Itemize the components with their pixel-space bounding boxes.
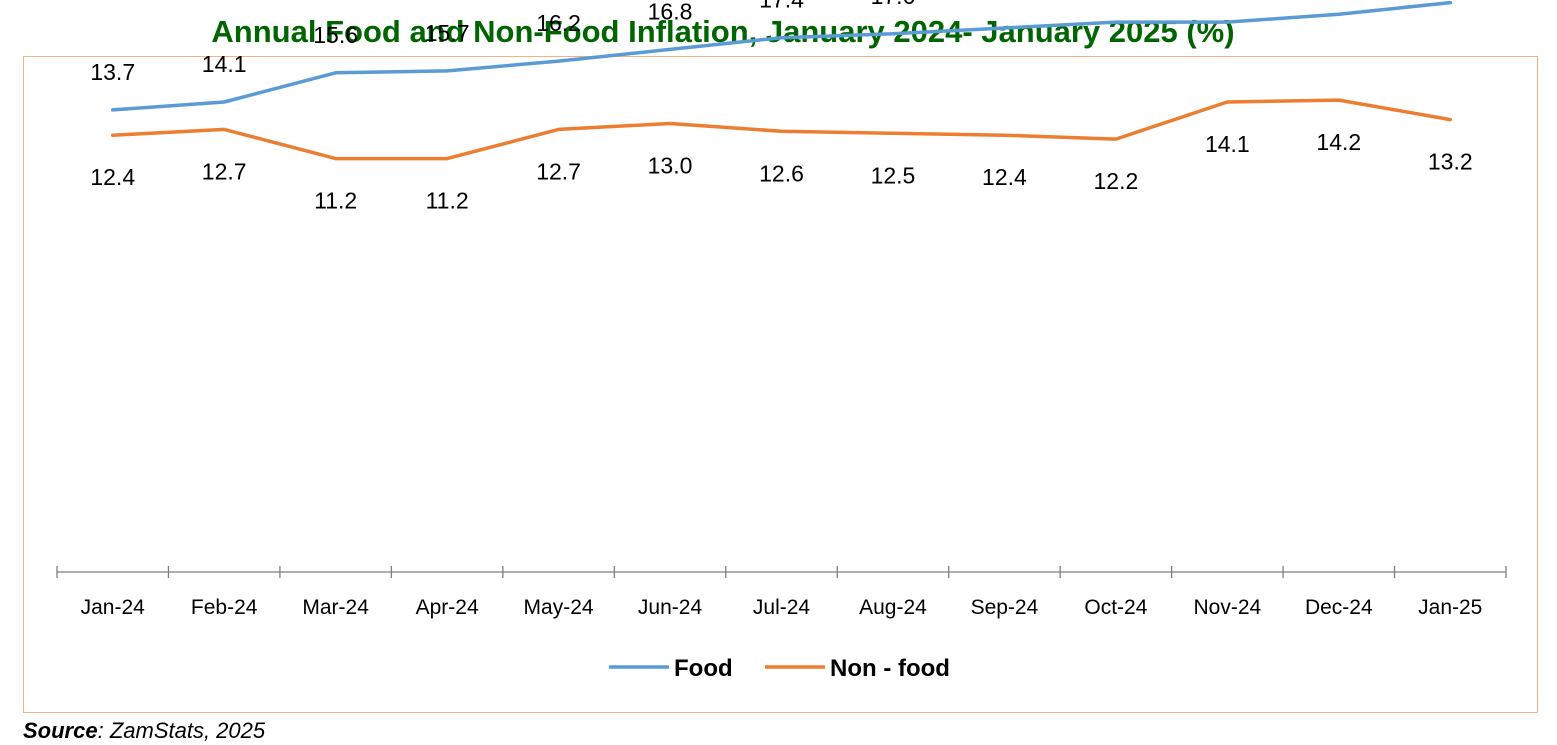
data-label-food: 17.9 (982, 0, 1027, 3)
x-tick-label: Mar-24 (302, 596, 369, 619)
data-label-food: 17.6 (871, 0, 916, 9)
x-tick-label: Aug-24 (859, 596, 927, 619)
x-tick-label: Dec-24 (1305, 596, 1373, 619)
data-label-food: 16.2 (536, 10, 581, 36)
legend-label: Non - food (830, 655, 950, 682)
data-label-non-food: 12.2 (1094, 168, 1139, 194)
data-label-food: 15.6 (313, 22, 358, 48)
x-tick-label: Apr-24 (416, 596, 479, 619)
data-label-non-food: 12.7 (536, 158, 581, 184)
data-label-non-food: 12.4 (90, 164, 135, 190)
data-label-non-food: 12.5 (871, 162, 916, 188)
data-label-non-food: 12.4 (982, 164, 1027, 190)
data-label-non-food: 14.2 (1316, 129, 1361, 155)
data-label-non-food: 11.2 (426, 188, 469, 214)
chart-frame (23, 56, 1538, 713)
data-label-food: 14.1 (202, 51, 247, 77)
data-label-non-food: 12.6 (759, 160, 804, 186)
x-tick-label: Oct-24 (1084, 596, 1147, 619)
source-text: : ZamStats, 2025 (97, 718, 266, 743)
series-line-non-food (110, 98, 1453, 161)
x-tick-label: Nov-24 (1193, 596, 1261, 619)
x-tick-label: Jun-24 (638, 596, 703, 619)
data-label-non-food: 13.2 (1428, 149, 1473, 175)
data-label-food: 17.4 (759, 0, 804, 13)
data-label-food: 13.7 (90, 59, 135, 85)
x-tick-label: Jul-24 (753, 596, 811, 619)
data-label-non-food: 13.0 (648, 153, 693, 179)
data-label-non-food: 12.7 (202, 158, 247, 184)
x-tick-label: Jan-24 (81, 596, 146, 619)
source-note: Source: ZamStats, 2025 (23, 718, 265, 744)
data-label-non-food: 11.2 (314, 188, 357, 214)
legend-item-food: Food (609, 655, 733, 682)
series-line-food (110, 0, 1453, 112)
data-label-food: 15.7 (425, 20, 470, 46)
x-tick-label: Sep-24 (971, 596, 1039, 619)
x-tick-label: May-24 (524, 596, 594, 619)
source-label: Source (23, 718, 98, 743)
x-tick-label: Jan-25 (1418, 596, 1482, 619)
legend-item-non-food: Non - food (765, 655, 950, 682)
data-label-non-food: 14.1 (1205, 131, 1250, 157)
legend-label: Food (674, 655, 733, 682)
data-label-food: 16.8 (648, 0, 693, 24)
x-tick-label: Feb-24 (191, 596, 258, 619)
